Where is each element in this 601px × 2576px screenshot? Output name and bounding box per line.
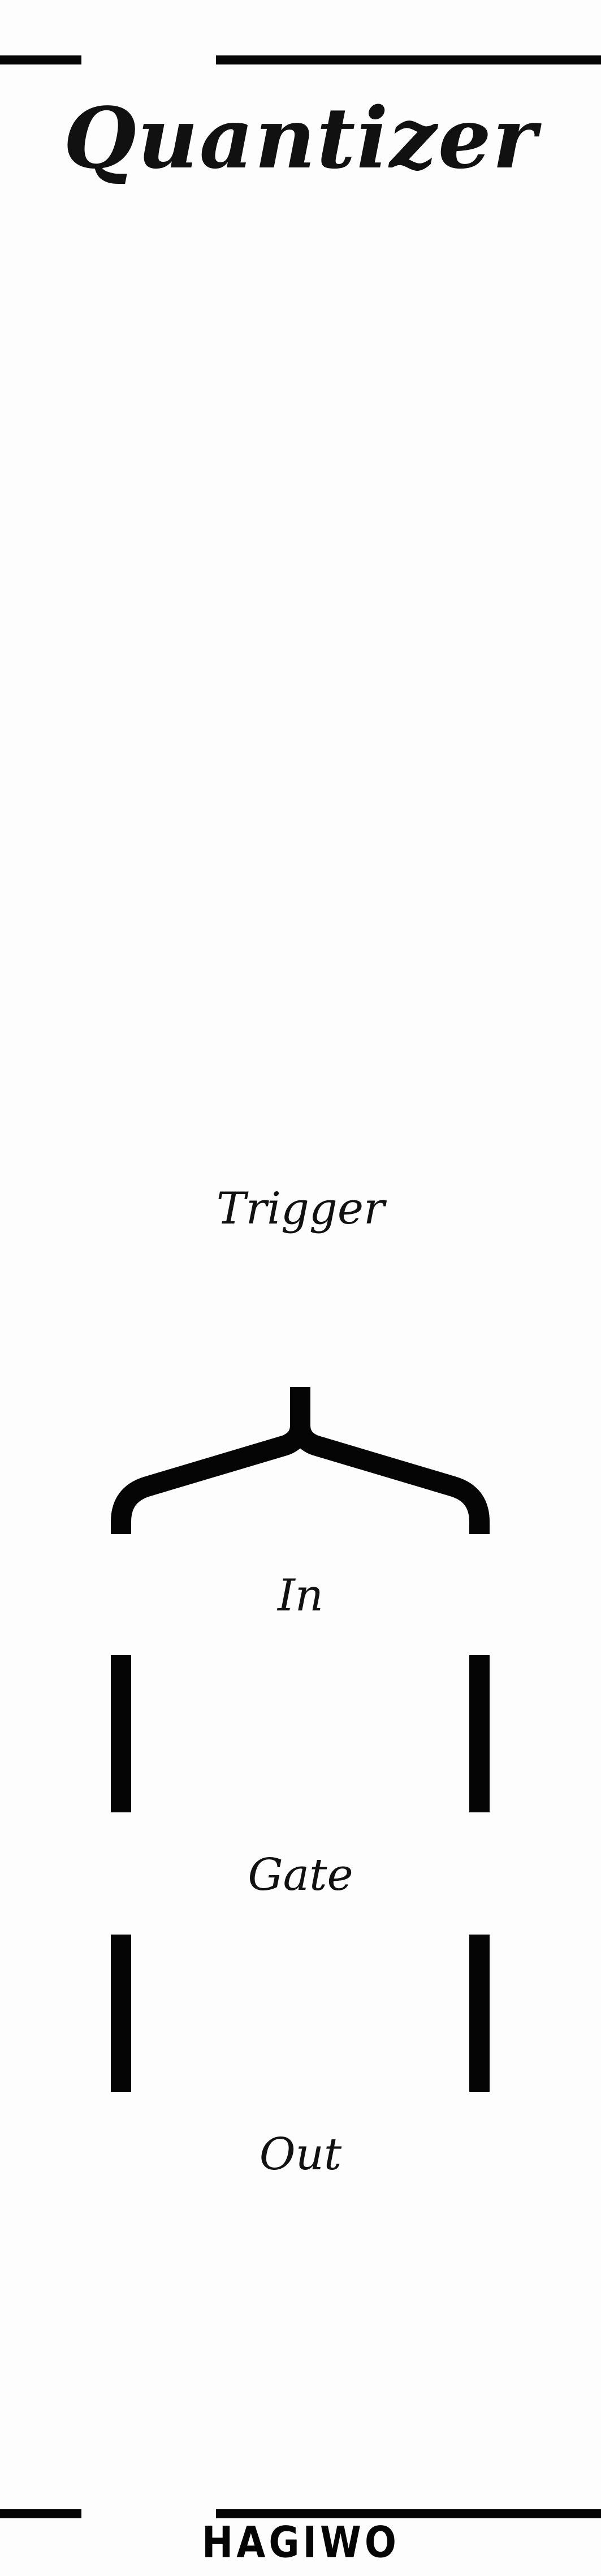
bracket-left-arm: [111, 1424, 310, 1534]
panel-title: Quantizer: [63, 89, 538, 187]
right-bar-in-gate: [469, 1655, 490, 1812]
left-bar-gate-out: [111, 1935, 131, 2092]
bottom-right-border-bar: [216, 2509, 601, 2518]
top-left-border-bar: [0, 55, 81, 64]
jack-label-gate: Gate: [248, 1850, 353, 1901]
left-bar-in-gate: [111, 1655, 131, 1812]
brand-logo: HAGIWO: [202, 2517, 400, 2568]
bracket-right-arm: [290, 1424, 490, 1534]
jack-label-in: In: [277, 1570, 324, 1621]
jack-label-trigger: Trigger: [216, 1183, 385, 1234]
jack-label-out: Out: [259, 2129, 342, 2180]
top-right-border-bar: [216, 55, 601, 64]
right-bar-gate-out: [469, 1935, 490, 2092]
bottom-left-border-bar: [0, 2509, 81, 2518]
